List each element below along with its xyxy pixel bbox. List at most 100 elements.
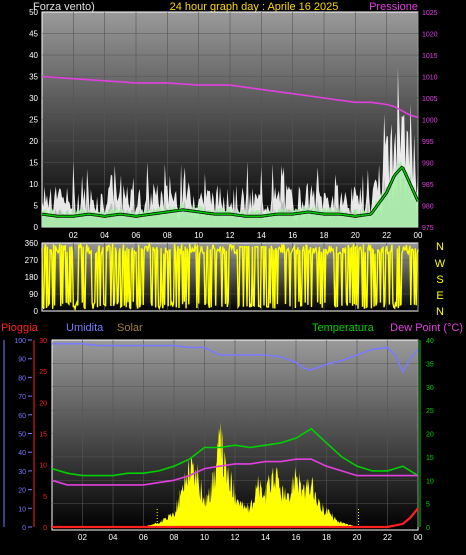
time-tick: 18 (322, 533, 331, 542)
pressure-tick: 990 (422, 161, 434, 168)
humidity-tick: 10 (18, 506, 26, 513)
rain-tick: 30 (39, 338, 47, 345)
pressure-tick: 985 (422, 182, 434, 189)
humidity-tick: 60 (18, 413, 26, 420)
rain-tick: 10 (39, 463, 47, 470)
time-tick: 20 (353, 533, 362, 542)
time-tick: 08 (163, 231, 172, 240)
time-tick: 14 (257, 231, 266, 240)
humidity-tick: 90 (18, 357, 26, 364)
direction-tick: 0 (34, 307, 39, 316)
humidity-temperature-series (51, 340, 419, 529)
wind-speed-tick: 10 (29, 180, 38, 189)
time-tick: 12 (226, 231, 235, 240)
time-tick: 20 (351, 231, 360, 240)
wind-speed-tick: 40 (29, 51, 38, 60)
time-tick: 16 (288, 231, 297, 240)
time-tick: 00 (414, 533, 423, 542)
time-tick: 06 (132, 231, 141, 240)
time-tick: 08 (170, 533, 179, 542)
dewpoint-label: Dew Point (°C) (390, 322, 463, 334)
time-tick: 12 (231, 533, 240, 542)
solar-area (143, 422, 357, 527)
temperature-tick: 20 (426, 432, 434, 439)
time-tick: 04 (100, 231, 109, 240)
direction-tick: 90 (29, 290, 38, 299)
dewpoint-line (51, 458, 418, 486)
wind-avg-area (42, 161, 418, 227)
time-tick: 18 (320, 231, 329, 240)
wind-speed-tick: 15 (29, 159, 38, 168)
temperature-tick: 15 (426, 455, 434, 462)
humidity-label: Umidita (66, 322, 104, 334)
wind-speed-tick: 35 (29, 73, 38, 82)
rain-tick: 25 (39, 369, 47, 376)
pressure-tick: 1000 (422, 118, 438, 125)
pressure-tick: 1025 (422, 10, 438, 17)
pressure-tick: 1015 (422, 53, 438, 60)
wind-speed-tick: 45 (29, 30, 38, 39)
humidity-tick: 100 (14, 338, 26, 345)
wind-speed-tick: 5 (34, 202, 39, 211)
time-tick: 16 (292, 533, 301, 542)
pressure-tick: 975 (422, 225, 434, 232)
rain-tick: 20 (39, 400, 47, 407)
wind-speed-tick: 20 (29, 137, 38, 146)
temperature-tick: 0 (426, 525, 430, 532)
time-tick: 14 (261, 533, 270, 542)
humidity-line (52, 342, 419, 374)
pressure-line (41, 75, 419, 119)
time-tick: 10 (200, 533, 209, 542)
wind-avg-line (41, 166, 419, 218)
time-tick: 22 (382, 231, 391, 240)
temperature-tick: 10 (426, 478, 434, 485)
compass-n-bottom: N (436, 306, 444, 318)
wind-speed-tick: 50 (29, 8, 38, 17)
direction-tick: 270 (25, 256, 39, 265)
time-tick: 02 (69, 231, 78, 240)
pressure-tick: 980 (422, 204, 434, 211)
time-tick: 04 (109, 533, 118, 542)
compass-w: W (435, 258, 446, 270)
rain-tick: 15 (39, 432, 47, 439)
temperature-tick: 25 (426, 408, 434, 415)
pressure-label: Pressione (369, 1, 418, 13)
time-tick: 00 (414, 231, 423, 240)
time-tick: 06 (139, 533, 148, 542)
time-tick: 02 (78, 533, 87, 542)
time-tick: 10 (194, 231, 203, 240)
humidity-tick: 80 (18, 375, 26, 382)
compass-s: S (436, 274, 443, 286)
wind-pressure-series (41, 12, 420, 228)
solar-label: Solar (117, 322, 143, 334)
rain-tick: 5 (43, 494, 47, 501)
temperature-tick: 30 (426, 385, 434, 392)
humidity-tick: 70 (18, 394, 26, 401)
temperature-tick: 35 (426, 361, 434, 368)
humidity-tick: 50 (18, 432, 26, 439)
wind-direction-series (41, 241, 419, 312)
compass-n-top: N (436, 241, 444, 253)
time-tick: 22 (383, 533, 392, 542)
temperature-line (51, 427, 419, 477)
direction-tick: 180 (25, 273, 39, 282)
wind-speed-tick: 30 (29, 94, 38, 103)
wind-direction-line (41, 241, 419, 312)
humidity-tick: 40 (18, 450, 26, 457)
rain-label: Pioggia (1, 322, 39, 334)
humidity-tick: 0 (22, 525, 26, 532)
compass-e: E (436, 290, 443, 302)
wind-speed-tick: 25 (29, 116, 38, 125)
pressure-tick: 1005 (422, 96, 438, 103)
rain-tick: 0 (43, 525, 47, 532)
pressure-tick: 1020 (422, 32, 438, 39)
pressure-tick: 995 (422, 139, 434, 146)
wind-speed-tick: 0 (34, 223, 39, 232)
direction-tick: 360 (25, 239, 39, 248)
temperature-tick: 5 (426, 502, 430, 509)
temperature-label: Temperatura (312, 322, 375, 334)
temperature-tick: 40 (426, 338, 434, 345)
wind-speed-label: Forza vento) (33, 1, 95, 13)
humidity-tick: 30 (18, 469, 26, 476)
